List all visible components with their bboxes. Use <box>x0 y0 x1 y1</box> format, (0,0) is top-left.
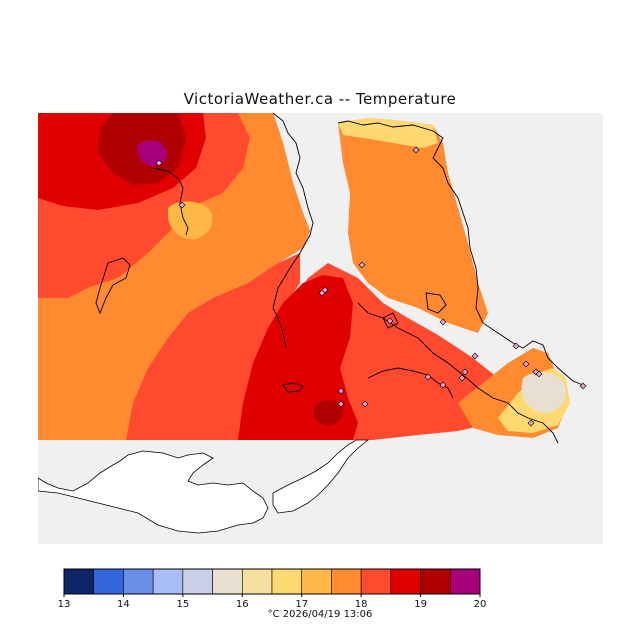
station-marker <box>358 261 366 269</box>
legend-swatch <box>241 568 273 595</box>
station-marker <box>321 286 329 294</box>
legend-swatch <box>449 568 481 595</box>
station-marker <box>512 342 520 350</box>
station-marker <box>471 352 479 360</box>
station-marker <box>178 201 186 209</box>
map-title: VictoriaWeather.ca -- Temperature <box>183 90 457 108</box>
legend-swatch <box>63 568 95 595</box>
legend-swatch <box>182 568 213 595</box>
legend-swatch <box>212 568 243 595</box>
station-marker <box>361 400 369 408</box>
legend-swatch <box>271 568 303 595</box>
station-marker <box>535 370 543 378</box>
station-marker <box>458 374 466 382</box>
timestamp: °C 2026/04/19 13:06 <box>267 609 373 620</box>
station-markers <box>155 146 587 427</box>
temperature-map <box>38 113 603 544</box>
station-marker <box>522 360 530 368</box>
legend-swatch <box>390 568 421 595</box>
legend-swatch <box>152 568 184 595</box>
land-masses <box>38 439 370 534</box>
station-marker <box>412 146 420 154</box>
station-marker <box>155 159 163 167</box>
legend-swatch <box>123 568 154 595</box>
olympic-peninsula <box>38 450 269 534</box>
legend-swatch <box>331 568 362 595</box>
olympic-east <box>272 439 370 514</box>
station-marker <box>461 368 469 376</box>
station-marker <box>424 373 432 381</box>
legend-swatch <box>360 568 392 595</box>
station-marker <box>579 382 587 390</box>
temperature-field-central <box>126 253 508 440</box>
legend-swatch <box>93 568 124 595</box>
legend-ticks: 13 14 15 16 17 18 19 20 <box>58 594 486 610</box>
station-marker <box>439 381 447 389</box>
legend-border <box>63 568 481 595</box>
legend-swatches <box>63 568 481 595</box>
station-marker <box>527 419 535 427</box>
legend-swatch <box>301 568 332 595</box>
temperature-field-east <box>338 118 570 438</box>
legend-swatch <box>420 568 451 595</box>
station-marker <box>337 400 345 408</box>
temperature-field-west <box>38 113 310 440</box>
station-marker <box>337 387 345 395</box>
station-marker <box>439 318 447 326</box>
station-marker <box>386 317 394 325</box>
